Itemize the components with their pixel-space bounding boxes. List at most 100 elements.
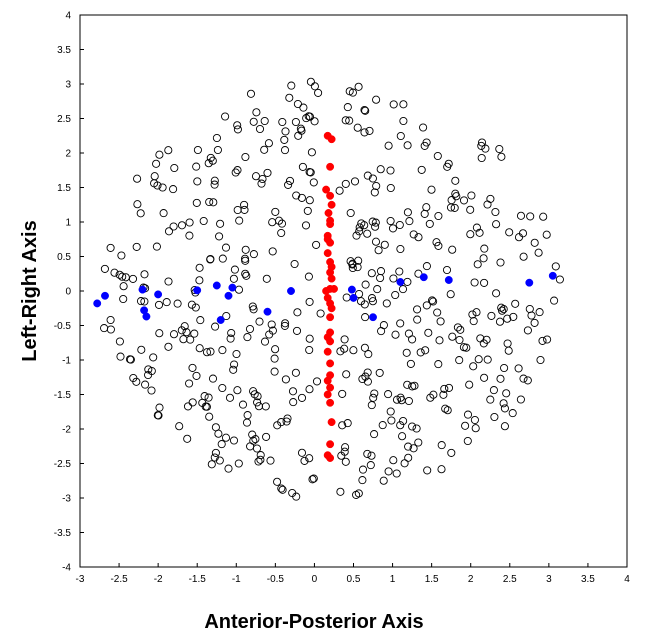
- open-point: [428, 296, 437, 305]
- open-point: [305, 297, 314, 306]
- open-point: [447, 196, 456, 205]
- open-point: [384, 141, 393, 150]
- open-point: [399, 416, 408, 426]
- open-point: [353, 263, 362, 272]
- open-point: [456, 325, 465, 334]
- open-point: [469, 317, 478, 326]
- open-point: [475, 228, 484, 237]
- open-point: [268, 218, 277, 227]
- red-point: [326, 398, 335, 407]
- open-point: [482, 335, 491, 344]
- x-tick-label: 1: [390, 574, 396, 585]
- x-tick-label: 2: [468, 574, 474, 585]
- open-point: [403, 141, 412, 150]
- open-point: [305, 334, 314, 343]
- open-point: [370, 389, 379, 398]
- open-point: [440, 384, 449, 393]
- open-point: [409, 230, 418, 239]
- open-point: [230, 265, 239, 274]
- open-point: [414, 438, 423, 447]
- open-point: [350, 177, 360, 186]
- open-point: [299, 103, 308, 112]
- open-point: [115, 337, 124, 346]
- blue-point: [228, 283, 237, 292]
- open-point: [231, 168, 240, 177]
- open-point: [187, 300, 196, 309]
- red-point: [327, 274, 336, 283]
- open-point: [241, 269, 250, 278]
- open-point: [173, 299, 182, 308]
- open-point: [266, 456, 275, 465]
- open-point: [535, 308, 544, 317]
- open-point: [451, 176, 460, 185]
- open-point: [217, 440, 226, 449]
- open-point: [169, 330, 179, 339]
- open-point: [233, 166, 242, 175]
- open-point: [346, 257, 355, 266]
- open-point: [152, 159, 161, 168]
- open-point: [519, 252, 528, 261]
- open-point: [483, 200, 492, 209]
- open-point: [118, 272, 127, 281]
- open-point: [441, 404, 450, 413]
- open-point: [208, 156, 217, 165]
- blue-point: [548, 271, 557, 280]
- open-point: [235, 216, 244, 225]
- open-point: [304, 272, 313, 281]
- open-point: [422, 138, 431, 147]
- open-point: [260, 116, 269, 126]
- open-point: [293, 99, 302, 109]
- open-point: [467, 191, 476, 200]
- red-point: [323, 390, 332, 399]
- open-point: [550, 296, 559, 305]
- open-point: [305, 167, 314, 177]
- blue-series: [93, 271, 557, 324]
- open-point: [316, 309, 325, 318]
- open-point: [278, 117, 287, 127]
- open-point: [292, 191, 301, 200]
- open-point: [133, 174, 142, 183]
- open-point: [301, 221, 311, 230]
- open-point: [137, 345, 146, 354]
- open-point: [195, 263, 204, 272]
- open-point: [343, 103, 352, 112]
- open-point: [140, 297, 149, 306]
- open-point: [288, 488, 297, 498]
- open-point: [496, 374, 505, 383]
- open-point: [204, 159, 213, 168]
- blue-point: [101, 291, 109, 300]
- open-point: [466, 230, 475, 239]
- y-axis-title: Left-Right Axis: [19, 220, 41, 361]
- open-point: [380, 240, 389, 249]
- open-point: [355, 289, 364, 299]
- open-point: [363, 229, 372, 238]
- open-point: [434, 241, 443, 250]
- open-point: [341, 116, 350, 125]
- open-point: [267, 320, 276, 329]
- open-point: [466, 205, 475, 214]
- open-point: [504, 346, 513, 355]
- open-point: [183, 434, 192, 443]
- open-point: [447, 448, 456, 457]
- open-point: [455, 335, 464, 345]
- open-point: [429, 390, 438, 399]
- y-tick-label: 0: [65, 287, 71, 298]
- open-point: [310, 82, 319, 91]
- open-point: [240, 254, 250, 263]
- open-point: [141, 380, 150, 389]
- open-point: [213, 145, 222, 155]
- open-point: [435, 336, 444, 345]
- y-tick-label: -3: [62, 494, 71, 505]
- open-point: [159, 209, 168, 218]
- open-point: [413, 315, 422, 324]
- open-point: [427, 185, 436, 194]
- open-point: [391, 330, 400, 339]
- open-point: [210, 180, 219, 189]
- blue-point: [525, 278, 534, 287]
- open-point: [382, 299, 391, 308]
- open-point: [224, 464, 233, 473]
- open-point: [226, 334, 235, 343]
- open-point: [240, 205, 249, 214]
- open-point: [260, 145, 269, 154]
- open-point: [477, 138, 487, 147]
